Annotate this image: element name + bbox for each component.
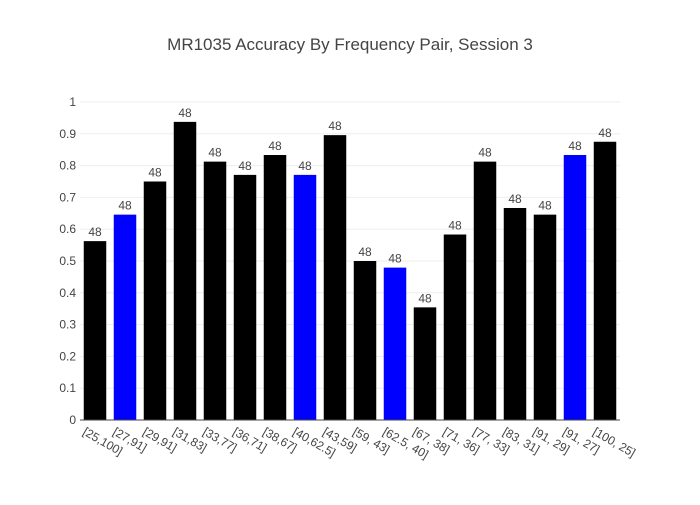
- bar: [293, 174, 317, 420]
- grid-layer: [80, 101, 620, 389]
- x-tick-label: [33,77]: [201, 424, 240, 454]
- y-tick-label: 0.4: [59, 286, 76, 300]
- x-tick-label: [36,71]: [231, 424, 270, 454]
- bar: [353, 261, 377, 420]
- y-tick-label: 0: [69, 413, 76, 427]
- bar: [83, 241, 107, 420]
- bar-value-label: 48: [448, 219, 462, 233]
- bar-value-label: 48: [508, 192, 522, 206]
- x-tick-label: [29,91]: [141, 424, 180, 454]
- bar: [113, 214, 137, 420]
- bar: [593, 141, 617, 420]
- bar: [413, 307, 437, 420]
- x-tick-label: [38,67]: [261, 424, 300, 454]
- y-tick-label: 1: [69, 95, 76, 109]
- bar-value-label: 48: [328, 119, 342, 133]
- x-tick-label: [31,83]: [171, 424, 210, 454]
- y-tick-label: 0.7: [59, 190, 76, 204]
- bar: [173, 121, 197, 420]
- bar-value-label: 48: [88, 225, 102, 239]
- bar: [563, 155, 587, 420]
- bar-value-label: 48: [388, 252, 402, 266]
- bar-value-label: 48: [148, 166, 162, 180]
- bar-value-label: 48: [598, 126, 612, 140]
- bar: [503, 207, 527, 420]
- y-tick-label: 0.9: [59, 127, 76, 141]
- y-tick-label: 0.5: [59, 254, 76, 268]
- bar: [203, 161, 227, 420]
- bar-value-label: 48: [568, 139, 582, 153]
- bar: [143, 181, 167, 420]
- bar: [533, 214, 557, 420]
- bar-value-label: 48: [538, 199, 552, 213]
- y-tick-label: 0.3: [59, 318, 76, 332]
- x-axis-ticks: [25,100][27,91][29,91][31,83][33,77][36,…: [81, 424, 638, 461]
- bar-value-label: 48: [238, 159, 252, 173]
- bar-value-label: 48: [358, 245, 372, 259]
- bar: [233, 174, 257, 420]
- bar-value-label: 48: [118, 199, 132, 213]
- bar-value-label: 48: [418, 291, 432, 305]
- bar: [263, 155, 287, 420]
- bar: [473, 161, 497, 420]
- y-tick-label: 0.6: [59, 222, 76, 236]
- chart-title: MR1035 Accuracy By Frequency Pair, Sessi…: [167, 35, 533, 54]
- bars: [83, 121, 617, 420]
- bar-value-label: 48: [208, 146, 222, 160]
- bar-value-label: 48: [268, 139, 282, 153]
- bar-value-label: 48: [298, 159, 312, 173]
- y-axis-ticks: 0 0.1 0.2 0.3 0.4 0.5 0.6 0.7 0.8 0.9 1: [59, 95, 76, 427]
- bar-value-label: 48: [178, 106, 192, 120]
- bar: [443, 234, 467, 420]
- bar: [323, 135, 347, 420]
- bar-value-label: 48: [478, 146, 492, 160]
- y-tick-label: 0.8: [59, 159, 76, 173]
- y-tick-label: 0.1: [59, 381, 76, 395]
- y-tick-label: 0.2: [59, 349, 76, 363]
- bar-labels: 48 48 48 48 48 48 48 48 48 48 48 48 48 48 48 48 48 48: [88, 106, 612, 305]
- bar: [383, 267, 407, 420]
